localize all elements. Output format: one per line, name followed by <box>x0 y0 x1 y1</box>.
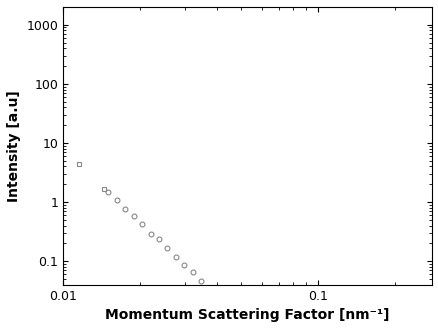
X-axis label: Momentum Scattering Factor [nm⁻¹]: Momentum Scattering Factor [nm⁻¹] <box>105 308 389 322</box>
Y-axis label: Intensity [a.u]: Intensity [a.u] <box>7 90 21 202</box>
